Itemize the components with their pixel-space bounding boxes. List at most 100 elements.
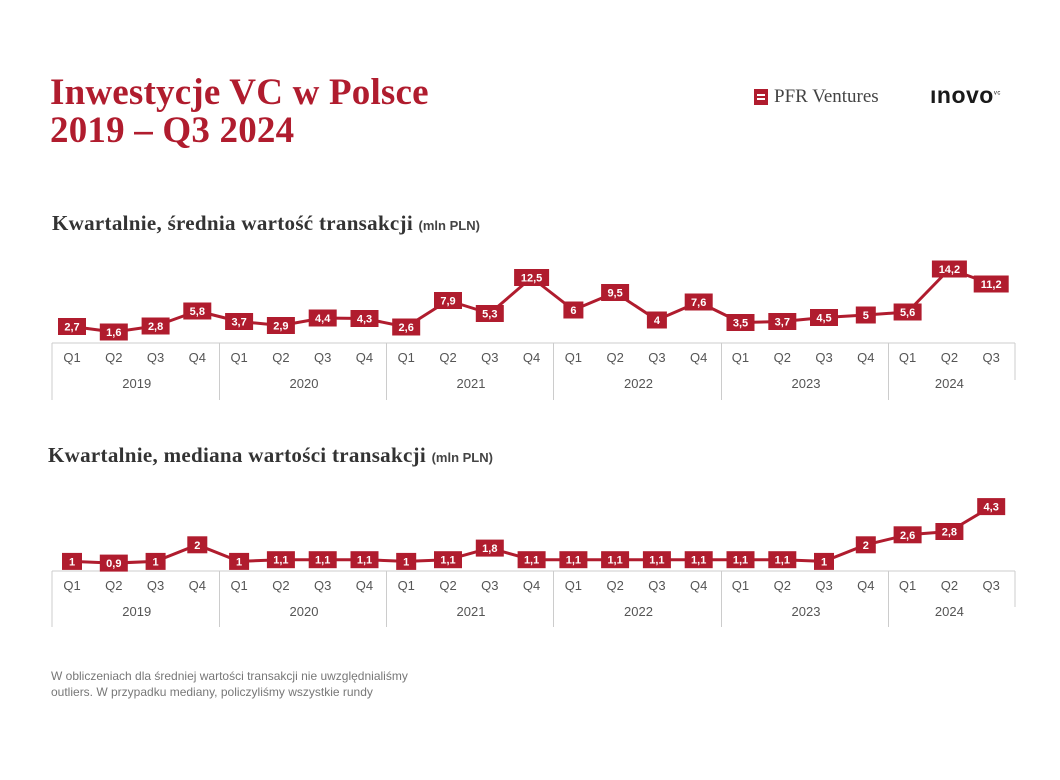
mean-quarter-label: Q1 [230, 350, 247, 365]
mean-data-label: 3,7 [775, 317, 790, 329]
median-data-point [396, 552, 417, 570]
mean-quarter-label: Q2 [774, 350, 791, 365]
mean-quarter-label: Q3 [815, 350, 832, 365]
mean-data-label: 3,7 [231, 317, 246, 329]
mean-quarter-label: Q4 [189, 350, 206, 365]
median-data-label: 1,1 [566, 555, 581, 567]
mean-quarter-label: Q2 [941, 350, 958, 365]
mean-data-label: 4,4 [315, 313, 331, 325]
mean-data-point [434, 292, 462, 309]
median-data-label: 1,1 [357, 555, 372, 567]
median-data-point [935, 523, 964, 540]
mean-data-label: 6 [570, 305, 576, 317]
title-line-2: 2019 – Q3 2024 [50, 110, 295, 151]
median-quarter-label: Q1 [230, 578, 247, 593]
mean-data-label: 11,2 [981, 279, 1002, 291]
mean-data-label: 2,7 [64, 322, 79, 334]
median-data-label: 1 [236, 556, 242, 568]
median-data-label: 1,1 [315, 555, 330, 567]
mean-quarter-label: Q1 [899, 350, 916, 365]
mean-quarter-label: Q1 [732, 350, 749, 365]
mean-data-label: 7,9 [440, 296, 455, 308]
median-data-label: 2,6 [900, 530, 915, 542]
mean-data-label: 5,6 [900, 307, 915, 319]
median-quarter-label: Q2 [606, 578, 623, 593]
mean-data-label: 5,3 [482, 309, 497, 321]
mean-quarter-label: Q2 [272, 350, 289, 365]
chart-2-title: Kwartalnie, mediana wartości transakcji … [48, 443, 493, 468]
median-year-label: 2022 [624, 604, 653, 619]
median-quarter-label: Q1 [899, 578, 916, 593]
median-quarter-label: Q1 [398, 578, 415, 593]
mean-data-label: 14,2 [939, 264, 960, 276]
median-data-point [62, 552, 82, 570]
median-quarter-label: Q4 [523, 578, 540, 593]
mean-data-point [225, 313, 254, 330]
mean-data-point [183, 302, 212, 320]
median-data-label: 1,1 [440, 555, 455, 567]
mean-data-point [58, 318, 86, 335]
page-title: Inwestycje VC w Polsce 2019 – Q3 2024 [50, 74, 429, 150]
median-data-point [893, 526, 922, 544]
mean-quarter-label: Q3 [648, 350, 665, 365]
median-quarter-label: Q4 [690, 578, 707, 593]
mean-data-point [601, 284, 630, 301]
mean-data-point [141, 317, 170, 335]
mean-year-label: 2022 [624, 376, 653, 391]
median-data-label: 1,1 [649, 555, 664, 567]
median-data-point [642, 551, 671, 569]
chart-1-title-text: Kwartalnie, średnia wartość transakcji [52, 211, 413, 235]
chart-2-unit: (mln PLN) [431, 450, 493, 465]
mean-data-point [973, 275, 1009, 293]
median-data-point [726, 551, 755, 569]
mean-quarter-label: Q2 [439, 350, 456, 365]
mean-year-label: 2024 [935, 376, 964, 391]
mean-data-label: 7,6 [691, 297, 706, 309]
mean-quarter-label: Q1 [63, 350, 80, 365]
median-data-point [99, 554, 128, 572]
mean-quarter-label: Q1 [565, 350, 582, 365]
median-data-point [145, 552, 166, 570]
median-quarter-label: Q4 [356, 578, 373, 593]
median-data-label: 1,1 [524, 555, 539, 567]
median-data-point [266, 551, 295, 569]
median-quarter-label: Q1 [732, 578, 749, 593]
mean-data-point [768, 313, 797, 330]
mean-data-label: 9,5 [607, 288, 622, 300]
median-data-label: 1 [153, 556, 159, 568]
footnote: W obliczeniach dla średniej wartości tra… [51, 668, 471, 700]
median-quarter-label: Q3 [982, 578, 999, 593]
median-data-point [855, 536, 876, 554]
median-data-label: 1,8 [482, 543, 497, 555]
mean-quarter-label: Q2 [606, 350, 623, 365]
mean-data-label: 2,8 [148, 321, 163, 333]
median-data-label: 1 [403, 556, 409, 568]
pfr-logo-icon [754, 89, 768, 105]
median-year-label: 2023 [792, 604, 821, 619]
median-data-label: 1,1 [733, 555, 748, 567]
mean-data-point [514, 269, 550, 286]
mean-data-point [99, 323, 128, 341]
mean-data-point [563, 301, 584, 319]
mean-data-label: 5,8 [190, 306, 205, 318]
median-quarter-label: Q2 [774, 578, 791, 593]
median-quarter-label: Q3 [648, 578, 665, 593]
median-data-point [601, 551, 630, 569]
chart-1-unit: (mln PLN) [418, 218, 480, 233]
median-data-point [768, 551, 797, 569]
mean-data-point [350, 310, 379, 327]
median-data-label: 4,3 [984, 502, 999, 514]
median-year-label: 2019 [122, 604, 151, 619]
median-data-label: 1,1 [607, 555, 622, 567]
mean-quarter-label: Q2 [105, 350, 122, 365]
median-quarter-label: Q1 [63, 578, 80, 593]
median-data-point [517, 551, 546, 569]
mean-data-label: 5 [863, 310, 869, 322]
mean-data-point [893, 303, 922, 321]
mean-quarter-label: Q4 [523, 350, 540, 365]
mean-year-label: 2021 [457, 376, 486, 391]
inovo-logo: ınovovc [930, 82, 1001, 109]
median-data-point [684, 551, 713, 569]
average-deal-value-chart: Q1 Q2 Q3 Q4 Q1 Q2 Q3 Q4 Q1 Q2 Q3 Q4 Q1 Q2 Q3 Q4 Q1 Q2 Q3 Q4… [51, 260, 1016, 400]
mean-data-label: 12,5 [521, 273, 542, 285]
